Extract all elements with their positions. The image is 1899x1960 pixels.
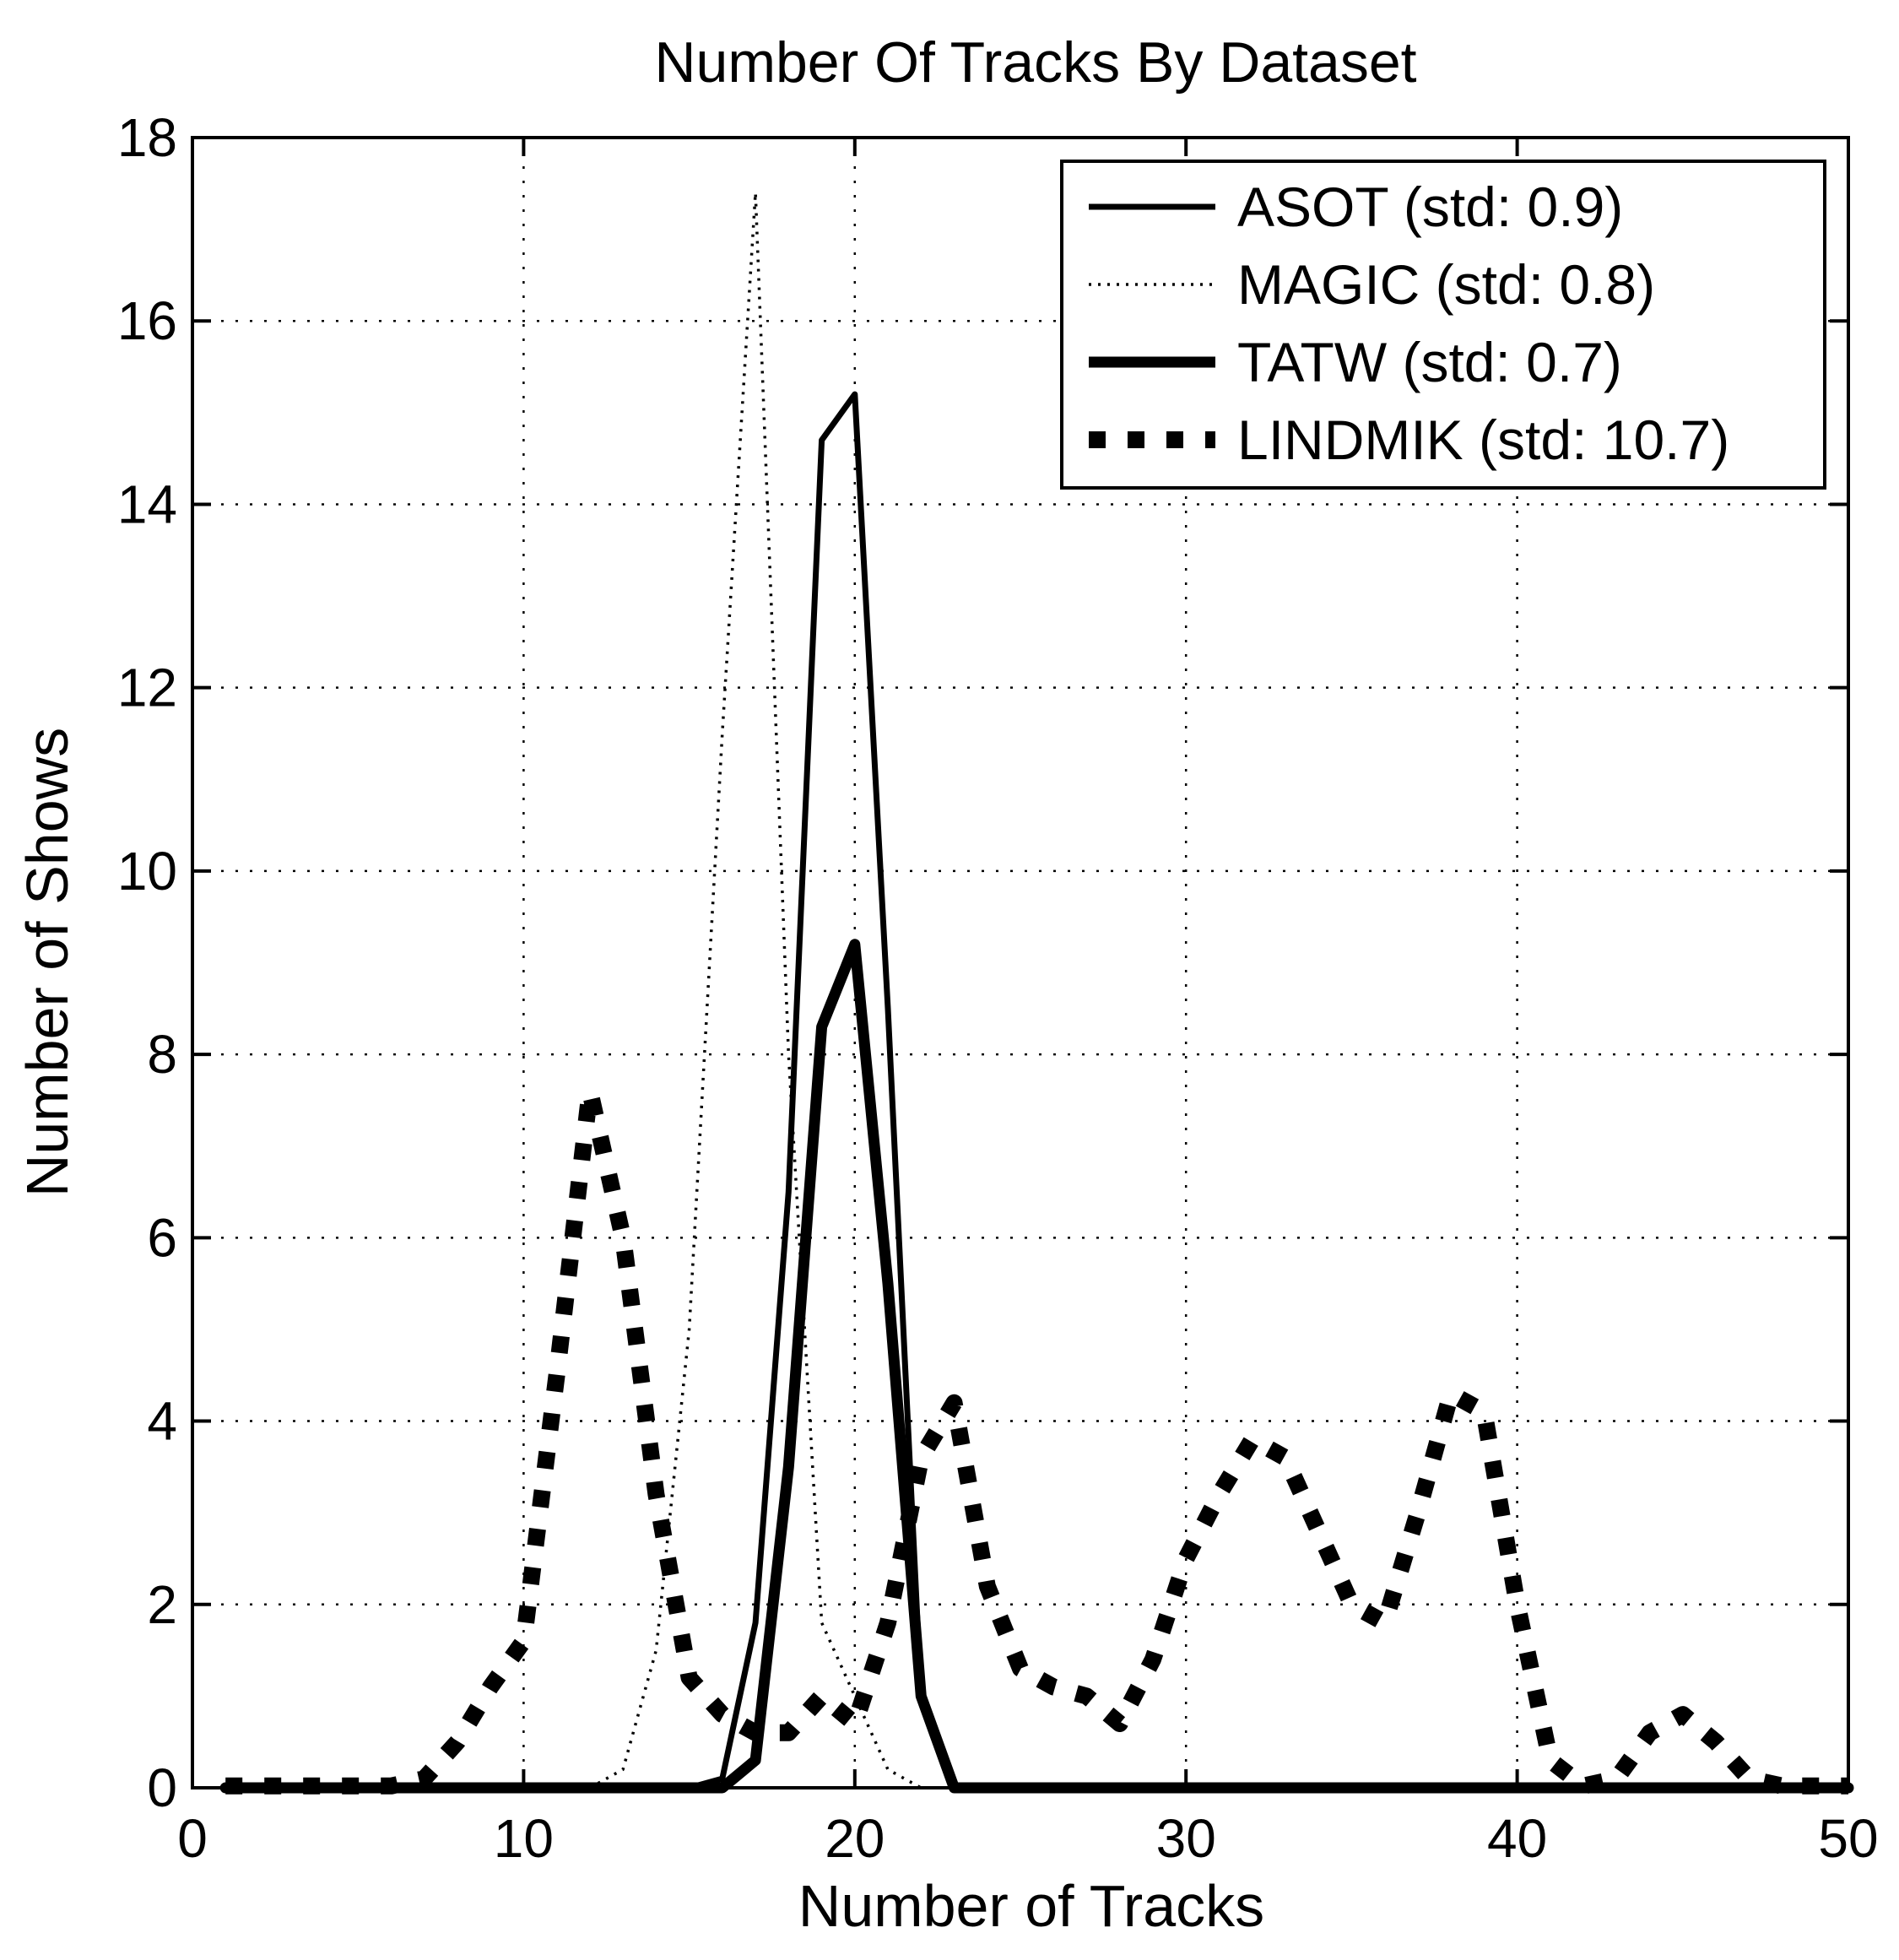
- legend-label-2: TATW (std: 0.7): [1237, 331, 1622, 393]
- y-tick-label: 18: [117, 107, 177, 168]
- axis-ticks: 0 10 20 30 40 50 0 2 4 6 8 10 12 14 16 18: [117, 107, 1879, 1869]
- y-axis-label: Number of Shows: [14, 728, 80, 1197]
- y-tick-label: 2: [147, 1574, 177, 1635]
- chart-title: Number Of Tracks By Dataset: [654, 30, 1416, 95]
- y-tick-label: 8: [147, 1024, 177, 1085]
- plot-frame: [191, 136, 1850, 1789]
- legend-label-0: ASOT (std: 0.9): [1237, 176, 1623, 238]
- y-tick-label: 12: [117, 658, 177, 718]
- y-tick-label: 14: [117, 474, 177, 534]
- y-tick-label: 0: [147, 1757, 177, 1818]
- legend: ASOT (std: 0.9) MAGIC (std: 0.8) TATW (std…: [1060, 160, 1826, 490]
- y-tick-label: 10: [117, 841, 177, 901]
- x-tick-label: 50: [1818, 1808, 1878, 1869]
- x-tick-label: 0: [177, 1808, 208, 1869]
- y-tick-label: 6: [147, 1207, 177, 1268]
- x-tick-label: 10: [494, 1808, 554, 1869]
- y-tick-label: 4: [147, 1391, 177, 1452]
- x-tick-label: 20: [825, 1808, 885, 1869]
- y-tick-label: 16: [117, 290, 177, 351]
- legend-label-1: MAGIC (std: 0.8): [1237, 253, 1655, 316]
- series-layer: [219, 191, 1854, 1795]
- series-line-1: [589, 191, 1848, 1789]
- legend-box: [1060, 160, 1826, 490]
- series-line-2: [219, 939, 1854, 1794]
- legend-label-3: LINDMIK (std: 10.7): [1237, 409, 1729, 471]
- x-tick-label: 30: [1156, 1808, 1216, 1869]
- series-line-3: [225, 1082, 1848, 1795]
- x-axis-label: Number of Tracks: [798, 1873, 1264, 1939]
- x-tick-label: 40: [1487, 1808, 1547, 1869]
